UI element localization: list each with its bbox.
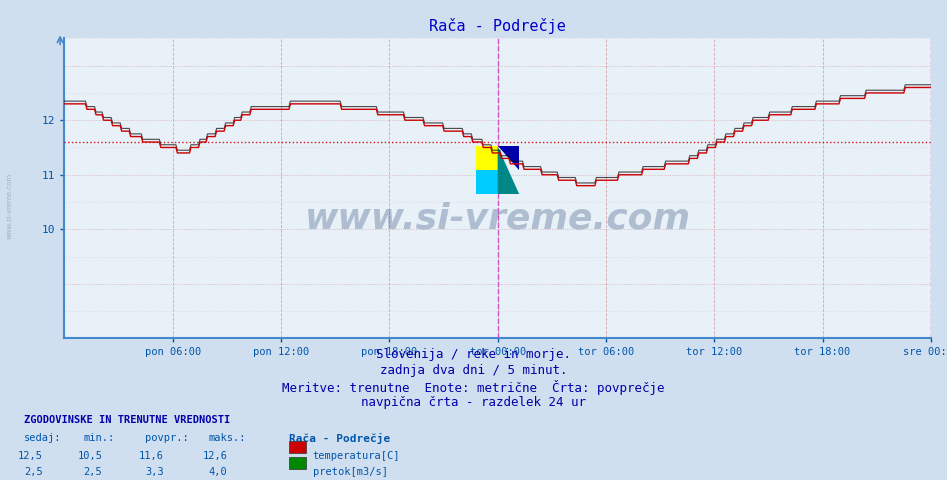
Title: Rača - Podrečje: Rača - Podrečje <box>429 18 566 35</box>
Text: povpr.:: povpr.: <box>145 433 188 444</box>
Text: maks.:: maks.: <box>208 433 246 444</box>
Text: 11,6: 11,6 <box>139 451 164 461</box>
Text: pretok[m3/s]: pretok[m3/s] <box>313 467 387 477</box>
Text: Slovenija / reke in morje.: Slovenija / reke in morje. <box>376 348 571 361</box>
Text: 12,5: 12,5 <box>18 451 43 461</box>
Text: zadnja dva dni / 5 minut.: zadnja dva dni / 5 minut. <box>380 364 567 377</box>
Text: navpična črta - razdelek 24 ur: navpična črta - razdelek 24 ur <box>361 396 586 408</box>
Text: 2,5: 2,5 <box>24 467 43 477</box>
Text: sedaj:: sedaj: <box>24 433 62 444</box>
Text: 4,0: 4,0 <box>208 467 227 477</box>
Text: temperatura[C]: temperatura[C] <box>313 451 400 461</box>
Text: ZGODOVINSKE IN TRENUTNE VREDNOSTI: ZGODOVINSKE IN TRENUTNE VREDNOSTI <box>24 415 230 425</box>
Text: 3,3: 3,3 <box>145 467 164 477</box>
Text: Rača - Podrečje: Rača - Podrečje <box>289 433 390 444</box>
Text: Meritve: trenutne  Enote: metrične  Črta: povprečje: Meritve: trenutne Enote: metrične Črta: … <box>282 380 665 395</box>
Text: 2,5: 2,5 <box>83 467 102 477</box>
Text: www.si-vreme.com: www.si-vreme.com <box>7 173 12 240</box>
Text: www.si-vreme.com: www.si-vreme.com <box>305 202 690 235</box>
Text: 12,6: 12,6 <box>203 451 227 461</box>
Text: min.:: min.: <box>83 433 115 444</box>
Text: 10,5: 10,5 <box>78 451 102 461</box>
